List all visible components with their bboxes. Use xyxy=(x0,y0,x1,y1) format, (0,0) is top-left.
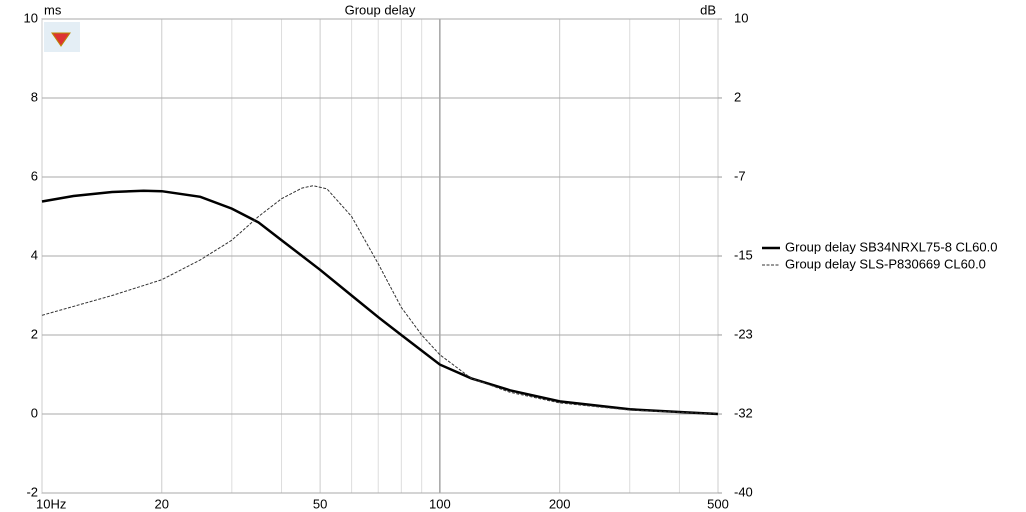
legend-label: Group delay SLS-P830669 CL60.0 xyxy=(785,256,986,271)
y2-tick-label: -40 xyxy=(734,484,753,499)
y2-tick-label: -7 xyxy=(734,168,746,183)
y-tick-label: 2 xyxy=(31,326,38,341)
x-tick-label: 100 xyxy=(429,496,451,511)
y-tick-label: 8 xyxy=(31,89,38,104)
y-axis-label: ms xyxy=(44,2,62,17)
y-tick-label: 6 xyxy=(31,168,38,183)
x-tick-label: 20 xyxy=(155,496,169,511)
chart-title: Group delay xyxy=(345,2,416,17)
legend-label: Group delay SB34NRXL75-8 CL60.0 xyxy=(785,239,997,254)
x-tick-label: 200 xyxy=(549,496,571,511)
y2-tick-label: 2 xyxy=(734,89,741,104)
y-tick-label: -2 xyxy=(26,484,38,499)
y2-tick-label: -15 xyxy=(734,247,753,262)
x-tick-label: 500 xyxy=(707,496,729,511)
logo xyxy=(44,22,80,52)
series-line xyxy=(41,185,719,415)
y-tick-label: 0 xyxy=(31,405,38,420)
y-tick-label: 4 xyxy=(31,247,38,262)
y2-axis-label: dB xyxy=(700,2,716,17)
y2-tick-label: -23 xyxy=(734,326,753,341)
y-tick-label: 10 xyxy=(24,10,38,25)
y2-tick-label: 10 xyxy=(734,10,748,25)
y2-tick-label: -32 xyxy=(734,405,753,420)
x-tick-label: 10Hz xyxy=(36,496,66,511)
x-tick-label: 50 xyxy=(313,496,327,511)
series-line xyxy=(41,189,719,416)
